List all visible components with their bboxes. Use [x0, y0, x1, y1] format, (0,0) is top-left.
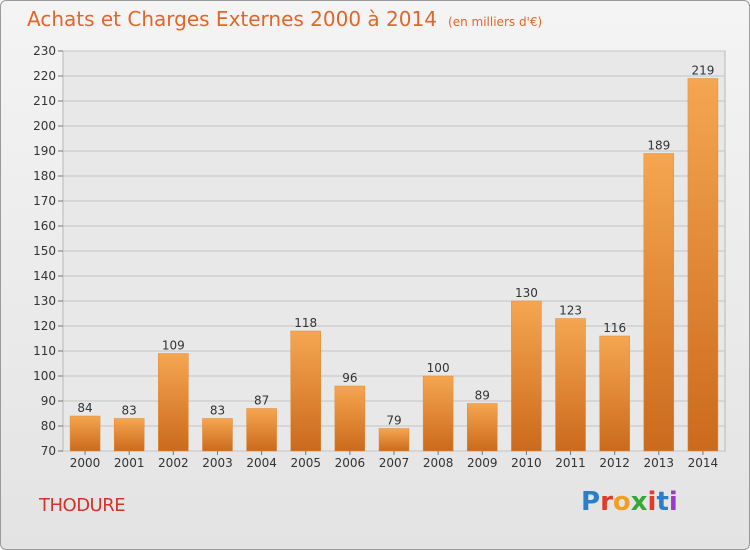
bar-value-label: 109 — [162, 339, 185, 353]
logo-letter: P — [581, 487, 601, 517]
bar-value-label: 83 — [210, 404, 225, 418]
y-tick-label: 90 — [41, 394, 56, 408]
y-tick-label: 220 — [33, 69, 56, 83]
chart-unit-text: (en milliers d'€) — [448, 15, 543, 29]
x-tick-label: 2008 — [423, 456, 454, 470]
x-tick-label: 2011 — [555, 456, 586, 470]
x-tick-label: 2002 — [158, 456, 189, 470]
bar-2011 — [555, 318, 586, 452]
y-tick-label: 160 — [33, 219, 56, 233]
bar-value-label: 123 — [559, 304, 582, 318]
bar-2013 — [643, 153, 675, 452]
y-tick-label: 230 — [33, 44, 56, 58]
logo-letter: i — [668, 487, 678, 517]
bar-value-label: 84 — [77, 401, 92, 415]
bar-value-label: 130 — [515, 286, 538, 300]
x-tick-label: 2003 — [202, 456, 233, 470]
x-tick-label: 2013 — [644, 456, 675, 470]
y-tick-label: 150 — [33, 244, 56, 258]
x-tick-label: 2009 — [467, 456, 498, 470]
logo-letter: x — [630, 487, 648, 517]
bar-value-label: 87 — [254, 394, 269, 408]
y-tick-label: 70 — [41, 444, 56, 458]
y-tick-label: 100 — [33, 369, 56, 383]
y-tick-label: 110 — [33, 344, 56, 358]
bar-value-label: 89 — [475, 389, 490, 403]
bar-value-label: 79 — [386, 414, 401, 428]
bar-2008 — [422, 375, 454, 452]
x-tick-label: 2001 — [114, 456, 145, 470]
bar-value-label: 100 — [427, 361, 450, 375]
x-tick-label: 2014 — [688, 456, 719, 470]
bar-2000 — [69, 415, 101, 452]
bar-2010 — [511, 300, 542, 452]
logo-letter: o — [612, 487, 631, 517]
bar-value-label: 219 — [691, 64, 714, 78]
x-tick-label: 2012 — [599, 456, 630, 470]
bar-2014 — [687, 78, 719, 452]
y-tick-label: 200 — [33, 119, 56, 133]
bar-value-label: 189 — [647, 139, 670, 153]
bar-2012 — [599, 335, 630, 452]
x-tick-label: 2004 — [246, 456, 277, 470]
x-tick-label: 2006 — [335, 456, 366, 470]
y-tick-label: 120 — [33, 319, 56, 333]
bar-value-label: 118 — [294, 316, 317, 330]
bar-value-label: 116 — [603, 321, 626, 335]
x-tick-label: 2005 — [290, 456, 321, 470]
bar-value-label: 96 — [342, 371, 357, 385]
y-tick-label: 80 — [41, 419, 56, 433]
logo-letter: t — [656, 487, 669, 517]
bar-2009 — [467, 403, 498, 452]
commune-name: THODURE — [39, 495, 126, 516]
y-tick-label: 170 — [33, 194, 56, 208]
proxiti-logo[interactable]: Proxiti — [581, 487, 678, 517]
bar-2001 — [113, 418, 145, 452]
logo-letter: r — [600, 487, 613, 517]
bar-2003 — [202, 418, 233, 452]
bar-2007 — [378, 428, 410, 452]
x-tick-label: 2007 — [379, 456, 410, 470]
y-tick-label: 140 — [33, 269, 56, 283]
bar-2002 — [158, 353, 189, 452]
logo-letter: i — [647, 487, 657, 517]
y-tick-label: 190 — [33, 144, 56, 158]
bar-2005 — [290, 330, 321, 452]
x-axis: 2000 2001 2002 2003 2004 2005 2006 2007 2008 2009… — [70, 451, 718, 470]
bar-2004 — [246, 408, 277, 452]
chart-title: Achats et Charges Externes 2000 à 2014 (… — [27, 7, 542, 31]
bar-2006 — [334, 385, 366, 452]
chart-title-text: Achats et Charges Externes 2000 à 2014 — [27, 7, 437, 31]
y-tick-label: 180 — [33, 169, 56, 183]
x-tick-label: 2010 — [511, 456, 542, 470]
bars: 84 83 109 83 87 118 96 79 100 89 130 123 116 189 219 — [69, 64, 719, 452]
x-tick-label: 2000 — [70, 456, 101, 470]
y-tick-label: 210 — [33, 94, 56, 108]
bar-value-label: 83 — [122, 404, 137, 418]
y-tick-label: 130 — [33, 294, 56, 308]
y-axis: 70 80 90 100 110 120 130 140 150 160 170 180 190 200 2… — [33, 44, 63, 458]
